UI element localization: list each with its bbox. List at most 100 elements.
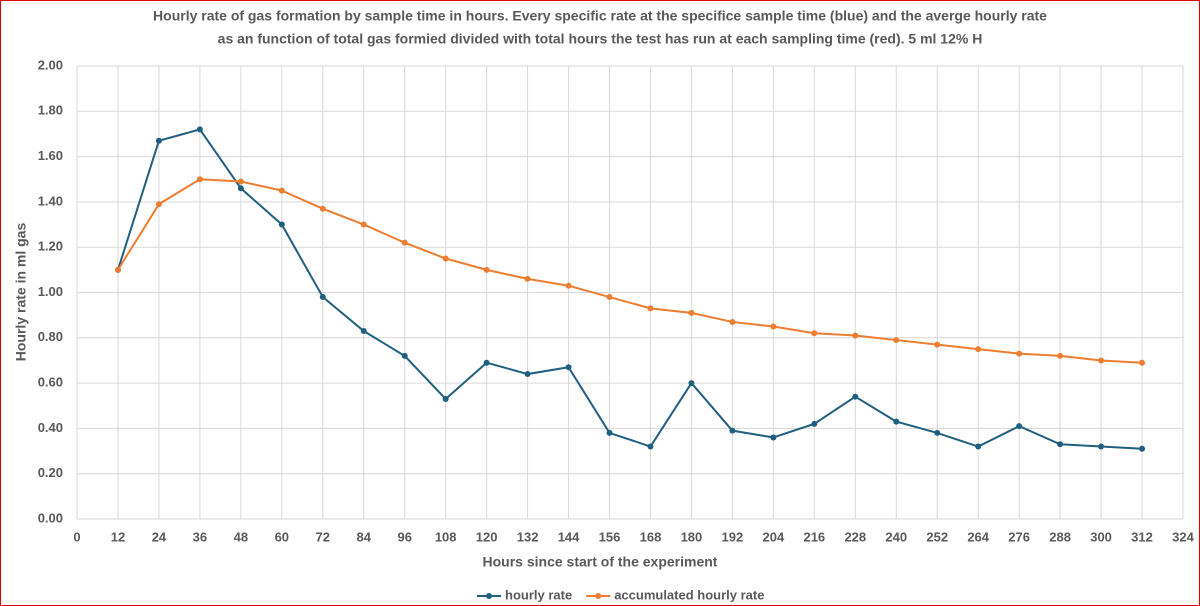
legend-marker xyxy=(486,593,492,599)
x-tick-label: 228 xyxy=(844,529,866,544)
x-tick-label: 216 xyxy=(803,529,825,544)
y-tick-label: 1.20 xyxy=(38,239,63,254)
series-line xyxy=(117,178,1143,364)
x-tick-label: 120 xyxy=(476,529,498,544)
data-point xyxy=(729,318,736,325)
legend-label: accumulated hourly rate xyxy=(614,587,764,602)
x-tick-label: 264 xyxy=(967,529,989,544)
legend-marker xyxy=(595,593,602,599)
data-point xyxy=(442,255,449,262)
x-tick-label: 312 xyxy=(1131,529,1153,544)
x-tick-label: 276 xyxy=(1008,529,1030,544)
data-point xyxy=(360,328,367,335)
data-point xyxy=(237,185,244,192)
x-tick-label: 108 xyxy=(435,529,457,544)
x-tick-label: 60 xyxy=(275,529,289,544)
chart-title: Hourly rate of gas formation by sample t… xyxy=(153,8,1047,24)
data-point xyxy=(688,380,695,387)
y-tick-label: 0.20 xyxy=(38,465,63,480)
data-point xyxy=(1057,352,1064,359)
data-point xyxy=(852,332,859,339)
data-point xyxy=(975,443,982,450)
data-point xyxy=(770,434,777,441)
data-point xyxy=(975,346,982,353)
x-tick-label: 84 xyxy=(357,529,372,544)
x-tick-label: 156 xyxy=(599,529,621,544)
x-tick-label: 300 xyxy=(1090,529,1112,544)
y-tick-label: 0.40 xyxy=(38,420,63,435)
data-point xyxy=(1098,443,1105,450)
data-point xyxy=(811,420,818,427)
x-tick-label: 48 xyxy=(234,529,248,544)
data-point xyxy=(606,294,613,301)
x-tick-label: 12 xyxy=(111,529,125,544)
series-line xyxy=(117,128,1143,450)
data-point xyxy=(401,352,408,359)
data-point xyxy=(1016,350,1023,357)
data-point xyxy=(688,309,695,316)
data-point xyxy=(729,427,736,434)
y-tick-label: 0.00 xyxy=(38,510,63,525)
x-tick-label: 36 xyxy=(193,529,207,544)
data-point xyxy=(606,429,613,436)
data-point xyxy=(852,393,859,400)
x-tick-label: 204 xyxy=(763,529,785,544)
data-point xyxy=(770,323,777,330)
data-point xyxy=(1057,441,1064,448)
data-point xyxy=(565,282,572,289)
data-point xyxy=(401,239,408,246)
data-point xyxy=(442,395,449,402)
data-point xyxy=(196,176,203,183)
data-point xyxy=(524,371,531,378)
data-point xyxy=(565,364,572,371)
data-point xyxy=(1098,357,1105,364)
data-point xyxy=(155,137,162,144)
data-point xyxy=(319,205,326,212)
x-tick-label: 288 xyxy=(1049,529,1071,544)
x-tick-label: 144 xyxy=(558,529,580,544)
x-tick-label: 192 xyxy=(722,529,744,544)
data-point xyxy=(155,201,162,208)
x-tick-label: 252 xyxy=(926,529,948,544)
y-tick-label: 1.40 xyxy=(38,193,63,208)
data-point xyxy=(237,178,244,185)
data-point xyxy=(893,337,900,344)
data-point xyxy=(811,330,818,337)
data-point xyxy=(278,221,285,228)
data-point xyxy=(893,418,900,425)
data-point xyxy=(934,429,941,436)
data-point xyxy=(1139,359,1146,366)
x-tick-label: 180 xyxy=(681,529,703,544)
y-tick-label: 0.60 xyxy=(38,375,63,390)
y-tick-label: 1.60 xyxy=(38,148,63,163)
y-tick-label: 1.00 xyxy=(38,284,63,299)
data-point xyxy=(114,266,121,273)
x-tick-label: 168 xyxy=(640,529,662,544)
x-tick-label: 72 xyxy=(316,529,330,544)
legend-label: hourly rate xyxy=(505,587,572,602)
data-point xyxy=(934,341,941,348)
x-tick-label: 96 xyxy=(397,529,411,544)
data-point xyxy=(647,443,654,450)
data-point xyxy=(360,221,367,228)
data-point xyxy=(319,294,326,301)
x-tick-label: 324 xyxy=(1172,529,1194,544)
data-point xyxy=(1016,423,1023,430)
y-tick-label: 2.00 xyxy=(38,57,63,72)
data-point xyxy=(483,359,490,366)
data-point xyxy=(647,305,654,312)
data-point xyxy=(196,126,203,133)
x-tick-label: 0 xyxy=(73,529,80,544)
y-tick-label: 0.80 xyxy=(38,329,63,344)
y-axis-title: Hourly rate in ml gas xyxy=(13,223,29,362)
data-point xyxy=(524,275,531,282)
chart-title: as an function of total gas formied divi… xyxy=(218,31,983,47)
x-axis-title: Hours since start of the experiment xyxy=(483,554,718,570)
x-tick-label: 132 xyxy=(517,529,539,544)
x-tick-label: 240 xyxy=(885,529,907,544)
data-point xyxy=(278,187,285,194)
data-point xyxy=(483,266,490,273)
